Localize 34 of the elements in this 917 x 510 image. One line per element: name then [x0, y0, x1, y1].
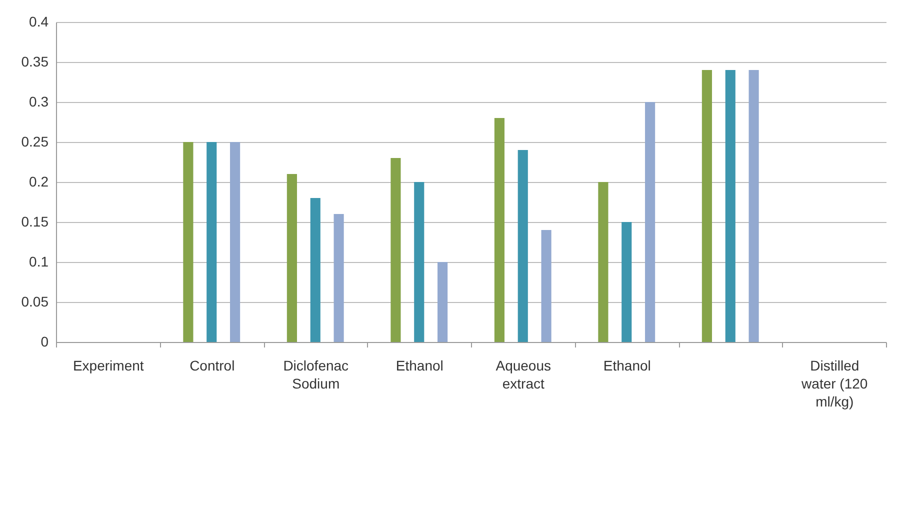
x-tick-label: Distilled water (120 ml/kg) — [800, 358, 868, 410]
y-tick-label: 0.2 — [29, 174, 49, 190]
bar — [748, 70, 759, 342]
y-tick-label: 0.15 — [21, 214, 49, 230]
bar — [518, 150, 528, 342]
y-tick-label: 0.3 — [29, 94, 49, 110]
x-tick-label: Ethanol — [603, 358, 651, 374]
x-tick-label: Diclofenac Sodium — [283, 358, 349, 392]
x-tick-label: Ethanol — [396, 358, 444, 374]
bar — [183, 142, 194, 342]
y-tick-label: 0 — [40, 334, 49, 350]
bar — [541, 230, 552, 342]
bar — [702, 70, 712, 342]
bar — [286, 174, 297, 342]
bar — [334, 214, 344, 342]
y-tick-label: 0.05 — [21, 294, 49, 310]
y-tick-label: 0.1 — [29, 254, 49, 270]
bar — [310, 198, 320, 342]
bar — [598, 182, 608, 342]
bar — [438, 262, 448, 342]
bar — [725, 70, 736, 342]
bar — [622, 222, 632, 342]
bar — [414, 182, 424, 342]
y-tick-label: 0.25 — [21, 134, 49, 150]
bar — [390, 158, 401, 342]
bar — [494, 118, 504, 342]
x-tick-label: Control — [190, 358, 235, 374]
x-tick-label: Experiment — [72, 358, 144, 374]
bar — [645, 102, 656, 342]
bar — [206, 142, 217, 342]
bar — [230, 142, 240, 342]
y-tick-label: 0.35 — [21, 54, 49, 70]
y-tick-label: 0.4 — [29, 14, 49, 30]
x-tick-label: Aqueous extract — [496, 358, 552, 392]
